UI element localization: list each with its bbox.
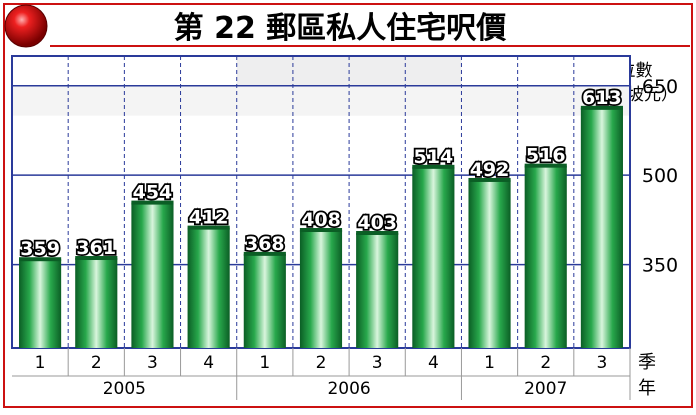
bar-cap (19, 257, 62, 262)
outer-frame (3, 3, 693, 408)
red-ball-icon (4, 4, 48, 48)
bar-cap (580, 105, 623, 110)
x-tick-label: 3 (596, 353, 607, 373)
y-tick-label: 350 (642, 255, 678, 277)
bar-value-label: 516 (526, 145, 566, 167)
bar-value-label: 412 (189, 207, 229, 229)
bar (75, 258, 118, 348)
x-axis-title-year: 年 (638, 378, 656, 399)
x-tick-label: 4 (428, 353, 439, 373)
x-axis-title-quarter: 季 (638, 352, 656, 373)
year-label: 2007 (524, 379, 567, 399)
bar-cap (524, 163, 567, 168)
x-tick-label: 1 (484, 353, 495, 373)
bar-value-label: 403 (357, 212, 397, 234)
bar-cap (187, 225, 230, 230)
y-tick-label: 650 (642, 76, 678, 98)
bar-value-label: 361 (76, 237, 116, 259)
x-tick-label: 4 (203, 353, 214, 373)
x-tick-label: 3 (372, 353, 383, 373)
bar-cap (468, 177, 511, 182)
bar-value-label: 454 (133, 182, 173, 204)
bar (187, 227, 230, 348)
x-tick-label: 2 (316, 353, 327, 373)
bar (468, 179, 511, 348)
x-tick-label: 2 (540, 353, 551, 373)
bar-value-label: 613 (582, 87, 622, 109)
x-tick-label: 1 (259, 353, 270, 373)
bar (412, 166, 455, 348)
bar (243, 253, 286, 348)
bar-value-label: 368 (245, 233, 285, 255)
bar-value-label: 408 (301, 209, 341, 231)
x-tick-label: 1 (35, 353, 46, 373)
bar (580, 107, 623, 348)
bar-value-label: 359 (20, 238, 60, 260)
x-tick-label: 2 (91, 353, 102, 373)
bar (131, 202, 174, 348)
chart-title: 第 22 郵區私人住宅呎價 (174, 11, 507, 46)
y-tick-label: 500 (642, 165, 678, 187)
year-label: 2006 (327, 379, 370, 399)
bar-value-label: 514 (414, 146, 454, 168)
x-tick-label: 3 (147, 353, 158, 373)
bar (299, 230, 343, 348)
bar (356, 232, 399, 348)
bar-cap (356, 230, 399, 235)
bar-value-label: 492 (470, 159, 510, 181)
bar-cap (299, 228, 343, 233)
bar-cap (75, 256, 118, 261)
bar-cap (131, 200, 174, 205)
bar-cap (243, 251, 286, 256)
bar (524, 165, 567, 348)
bar-cap (412, 164, 455, 169)
value-band (12, 85, 630, 116)
year-label: 2005 (103, 379, 146, 399)
bar (19, 259, 62, 348)
